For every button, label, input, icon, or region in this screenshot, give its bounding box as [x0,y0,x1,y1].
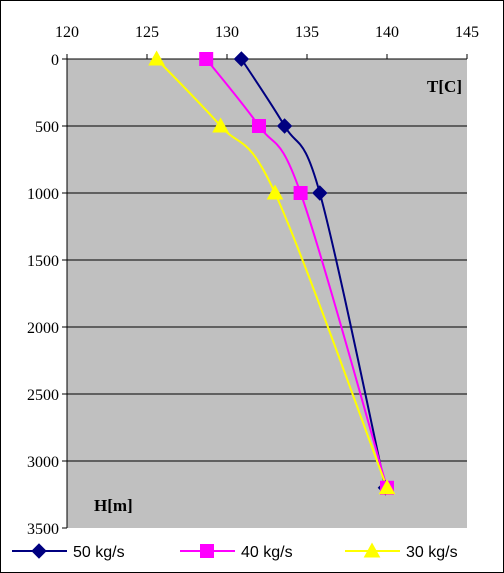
series-3 [155,58,388,489]
data-point [233,51,250,67]
x-tick-label: 120 [55,24,79,41]
legend-label: 30 kg/s [406,544,458,561]
data-point [276,118,293,134]
series-lines [148,50,396,496]
x-axis-title: T[C] [427,77,462,96]
x-tick-label: 125 [135,24,159,41]
series-line [240,58,387,489]
series-line [205,58,388,489]
data-point [148,50,165,66]
y-tick-label: 1000 [27,186,59,203]
data-point [293,186,308,200]
y-tick-label: 1500 [27,253,59,270]
data-point [252,119,266,133]
y-axis-title: H[m] [94,496,133,515]
x-tick-label: 145 [455,24,479,41]
x-tick-label: 140 [375,24,399,41]
series-2 [205,58,388,489]
y-tick-label: 3000 [27,454,59,471]
legend-entry: 40 kg/s [180,544,293,561]
axes: 0 500 1000 1500 2000 2500 3000 3500 120 125 130 135… [27,24,479,538]
y-tick-label: 2000 [27,320,59,337]
legend-marker [31,543,47,559]
y-tick-label: 3500 [27,521,59,538]
legend-entry: 30 kg/s [345,542,458,561]
legend-label: 40 kg/s [241,544,293,561]
y-tick-label: 500 [35,119,59,136]
y-tick-label: 0 [51,52,59,69]
data-point [212,117,229,133]
legend-marker [363,542,381,558]
plot-area [67,59,467,528]
series-markers-3 [148,50,396,495]
series-line [155,58,388,489]
data-point [199,52,214,66]
legend-label: 50 kg/s [73,544,125,561]
x-tick-label: 130 [215,24,239,41]
series-1 [240,58,387,489]
data-point [312,185,328,201]
x-tick-label: 135 [295,24,319,41]
legend-entry: 50 kg/s [12,543,125,561]
grid-lines [67,125,467,462]
y-tick-label: 2500 [27,387,59,404]
legend: 50 kg/s 40 kg/s 30 kg/s [12,542,458,561]
data-point [378,479,396,495]
legend-marker [200,544,214,558]
data-point [266,184,284,200]
